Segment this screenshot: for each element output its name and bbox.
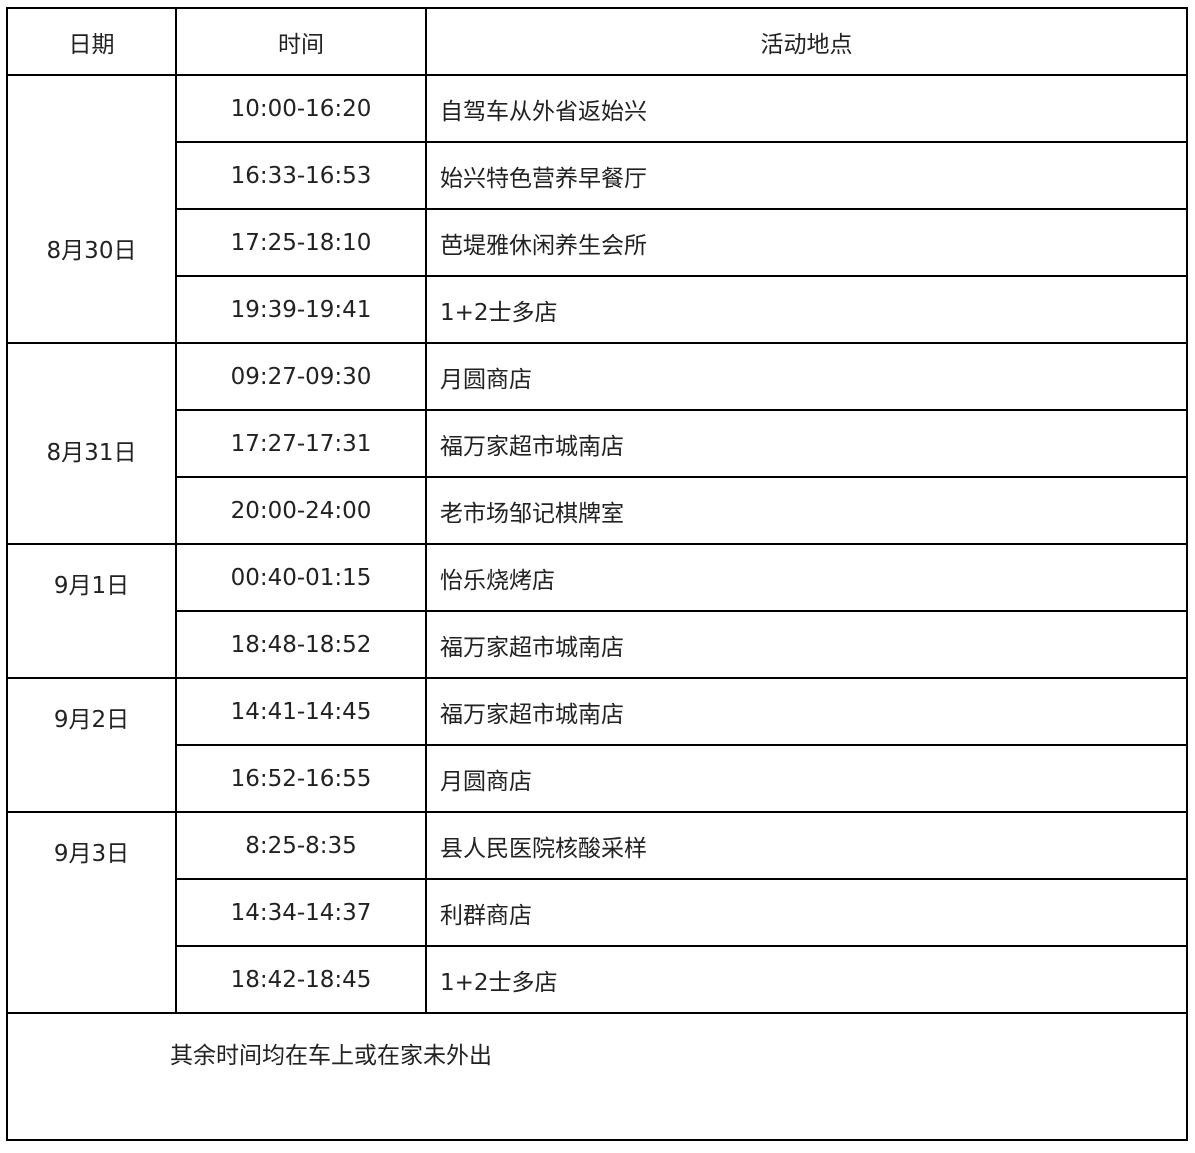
place-cell: 1+2士多店 <box>425 945 1188 1014</box>
time-cell: 14:41-14:45 <box>175 677 427 746</box>
time-cell: 10:00-16:20 <box>175 74 427 143</box>
place-cell: 自驾车从外省返始兴 <box>425 74 1188 143</box>
table-row: 18:42-18:45 1+2士多店 <box>7 945 1188 1014</box>
time-cell: 17:25-18:10 <box>175 208 427 277</box>
time-cell: 14:34-14:37 <box>175 878 427 947</box>
header-time: 时间 <box>175 7 427 76</box>
table-row: 8月31日 09:27-09:30 月圆商店 <box>6 342 1188 545</box>
table-row: 9月3日 8:25-8:35 县人民医院核酸采样 <box>6 811 1188 1014</box>
place-cell: 福万家超市城南店 <box>425 610 1188 679</box>
place-cell: 芭堤雅休闲养生会所 <box>425 208 1188 277</box>
footer-row: 其余时间均在车上或在家未外出 <box>6 1012 1188 1141</box>
activity-table: 日期 时间 活动地点 8月30日 10:00-16:20 自驾车从外省返始兴 16:3… <box>6 7 1188 1141</box>
header-date: 日期 <box>6 7 177 76</box>
time-cell: 16:33-16:53 <box>175 141 427 210</box>
table-row: 16:52-16:55 月圆商店 <box>7 744 1188 813</box>
header-place: 活动地点 <box>425 7 1188 76</box>
time-cell: 18:48-18:52 <box>175 610 427 679</box>
table-row: 8月30日 10:00-16:20 自驾车从外省返始兴 <box>6 74 1188 344</box>
date-cell: 8月30日 <box>6 74 177 344</box>
time-cell: 18:42-18:45 <box>175 945 427 1014</box>
header-row: 日期 时间 活动地点 <box>6 7 1188 76</box>
place-cell: 福万家超市城南店 <box>425 677 1188 746</box>
table-row: 14:34-14:37 利群商店 <box>7 878 1188 947</box>
time-cell: 19:39-19:41 <box>175 275 427 344</box>
time-cell: 09:27-09:30 <box>175 342 427 411</box>
table-row: 20:00-24:00 老市场邹记棋牌室 <box>7 476 1188 545</box>
time-cell: 20:00-24:00 <box>175 476 427 545</box>
date-cell: 9月3日 <box>6 811 177 1014</box>
table-row: 17:25-18:10 芭堤雅休闲养生会所 <box>7 208 1188 277</box>
time-cell: 16:52-16:55 <box>175 744 427 813</box>
place-cell: 老市场邹记棋牌室 <box>425 476 1188 545</box>
table-row: 17:27-17:31 福万家超市城南店 <box>7 409 1188 478</box>
time-cell: 8:25-8:35 <box>175 811 427 880</box>
place-cell: 县人民医院核酸采样 <box>425 811 1188 880</box>
date-cell: 9月1日 <box>6 543 177 679</box>
time-cell: 17:27-17:31 <box>175 409 427 478</box>
date-cell: 8月31日 <box>6 342 177 545</box>
footer-note: 其余时间均在车上或在家未外出 <box>6 1012 1188 1141</box>
place-cell: 月圆商店 <box>425 342 1188 411</box>
place-cell: 始兴特色营养早餐厅 <box>425 141 1188 210</box>
place-cell: 怡乐烧烤店 <box>425 543 1188 612</box>
table-row: 9月1日 00:40-01:15 怡乐烧烤店 <box>6 543 1188 679</box>
table-row: 18:48-18:52 福万家超市城南店 <box>7 610 1188 679</box>
place-cell: 月圆商店 <box>425 744 1188 813</box>
table-row: 9月2日 14:41-14:45 福万家超市城南店 <box>6 677 1188 813</box>
table-row: 16:33-16:53 始兴特色营养早餐厅 <box>7 141 1188 210</box>
place-cell: 福万家超市城南店 <box>425 409 1188 478</box>
table-row: 19:39-19:41 1+2士多店 <box>7 275 1188 344</box>
time-cell: 00:40-01:15 <box>175 543 427 612</box>
date-cell: 9月2日 <box>6 677 177 813</box>
place-cell: 利群商店 <box>425 878 1188 947</box>
place-cell: 1+2士多店 <box>425 275 1188 344</box>
